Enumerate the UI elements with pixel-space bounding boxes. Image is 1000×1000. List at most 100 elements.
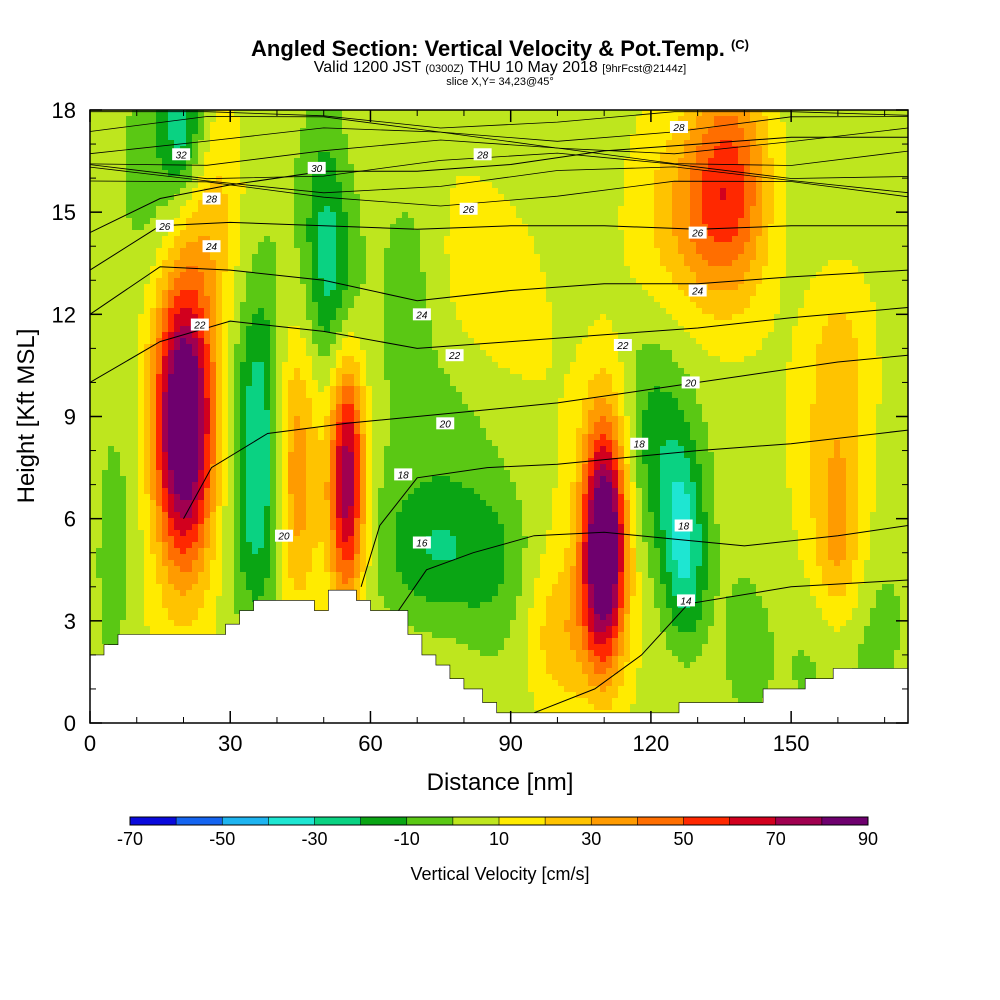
velocity-cell xyxy=(372,296,379,303)
velocity-cell xyxy=(300,170,307,177)
velocity-cell xyxy=(210,554,217,561)
velocity-cell xyxy=(276,398,283,405)
velocity-cell xyxy=(138,146,145,153)
velocity-cell xyxy=(90,428,97,435)
velocity-cell xyxy=(102,464,109,471)
velocity-cell xyxy=(168,602,175,609)
velocity-cell xyxy=(318,374,325,381)
velocity-cell xyxy=(306,152,313,159)
velocity-cell xyxy=(150,200,157,207)
velocity-cell xyxy=(108,578,115,585)
velocity-cell xyxy=(252,512,259,519)
velocity-cell xyxy=(240,338,247,345)
velocity-cell xyxy=(120,260,127,267)
velocity-cell xyxy=(156,266,163,273)
velocity-cell xyxy=(138,272,145,279)
velocity-cell xyxy=(204,206,211,213)
velocity-cell xyxy=(150,602,157,609)
velocity-cell xyxy=(186,278,193,285)
velocity-cell xyxy=(174,572,181,579)
velocity-cell xyxy=(372,236,379,243)
velocity-cell xyxy=(360,254,367,261)
velocity-cell xyxy=(132,362,139,369)
velocity-cell xyxy=(318,548,325,555)
velocity-cell xyxy=(276,290,283,297)
velocity-cell xyxy=(192,446,199,453)
velocity-cell xyxy=(150,206,157,213)
velocity-cell xyxy=(276,590,283,597)
velocity-cell xyxy=(360,464,367,471)
velocity-cell xyxy=(306,266,313,273)
velocity-cell xyxy=(312,290,319,297)
velocity-cell xyxy=(324,524,331,531)
velocity-cell xyxy=(312,566,319,573)
velocity-cell xyxy=(264,362,271,369)
velocity-cell xyxy=(354,392,361,399)
velocity-cell xyxy=(270,320,277,327)
velocity-cell xyxy=(120,206,127,213)
velocity-cell xyxy=(168,272,175,279)
velocity-cell xyxy=(276,464,283,471)
velocity-cell xyxy=(282,422,289,429)
velocity-cell xyxy=(150,470,157,477)
velocity-cell xyxy=(222,128,229,135)
velocity-cell xyxy=(312,158,319,165)
velocity-cell xyxy=(90,212,97,219)
velocity-cell xyxy=(330,392,337,399)
velocity-cell xyxy=(132,416,139,423)
velocity-cell xyxy=(180,236,187,243)
velocity-cell xyxy=(330,434,337,441)
velocity-cell xyxy=(270,584,277,591)
velocity-cell xyxy=(222,320,229,327)
velocity-cell xyxy=(306,296,313,303)
velocity-cell xyxy=(102,266,109,273)
velocity-cell xyxy=(264,272,271,279)
velocity-cell xyxy=(294,230,301,237)
velocity-cell xyxy=(372,116,379,123)
velocity-cell xyxy=(342,284,349,291)
velocity-cell xyxy=(132,368,139,375)
velocity-cell xyxy=(102,602,109,609)
velocity-cell xyxy=(312,254,319,261)
velocity-cell xyxy=(348,122,355,129)
velocity-cell xyxy=(156,188,163,195)
velocity-cell xyxy=(282,332,289,339)
velocity-cell xyxy=(96,260,103,267)
velocity-cell xyxy=(318,224,325,231)
velocity-cell xyxy=(276,404,283,411)
velocity-cell xyxy=(246,410,253,417)
velocity-cell xyxy=(288,320,295,327)
velocity-cell xyxy=(318,260,325,267)
velocity-cell xyxy=(306,518,313,525)
velocity-cell xyxy=(204,356,211,363)
velocity-cell xyxy=(282,236,289,243)
velocity-cell xyxy=(270,380,277,387)
velocity-cell xyxy=(372,470,379,477)
velocity-cell xyxy=(372,596,379,603)
velocity-cell xyxy=(96,386,103,393)
velocity-cell xyxy=(174,278,181,285)
velocity-cell xyxy=(138,218,145,225)
velocity-cell xyxy=(186,284,193,291)
velocity-cell xyxy=(300,518,307,525)
velocity-cell xyxy=(180,242,187,249)
velocity-cell xyxy=(300,494,307,501)
velocity-cell xyxy=(162,200,169,207)
velocity-cell xyxy=(186,572,193,579)
velocity-cell xyxy=(270,218,277,225)
velocity-cell xyxy=(108,566,115,573)
velocity-cell xyxy=(222,332,229,339)
velocity-cell xyxy=(204,536,211,543)
velocity-cell xyxy=(330,146,337,153)
velocity-cell xyxy=(132,380,139,387)
velocity-cell xyxy=(198,140,205,147)
velocity-cell xyxy=(378,146,385,153)
velocity-cell xyxy=(126,404,133,411)
velocity-cell xyxy=(276,314,283,321)
velocity-cell xyxy=(192,608,199,615)
velocity-cell xyxy=(90,512,97,519)
velocity-cell xyxy=(342,416,349,423)
velocity-cell xyxy=(372,578,379,585)
velocity-cell xyxy=(210,188,217,195)
velocity-cell xyxy=(126,380,133,387)
